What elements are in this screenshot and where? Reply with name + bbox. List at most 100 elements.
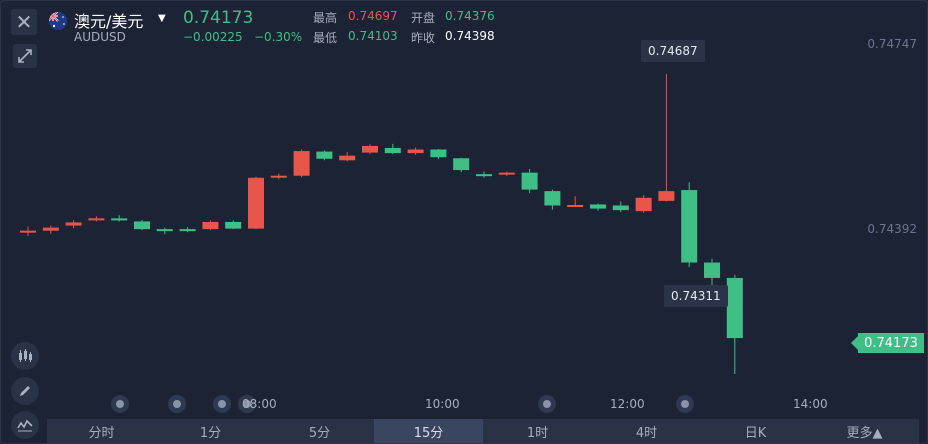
tab-timeshare[interactable]: 分时 — [88, 425, 115, 441]
candle-body — [726, 277, 743, 339]
event-marker[interactable] — [238, 395, 256, 413]
candle — [225, 220, 242, 230]
x-axis-label: 12:00 — [610, 397, 645, 411]
candle-body — [544, 191, 561, 206]
indicator-tool-icon[interactable] — [11, 411, 39, 439]
x-axis-label: 08:00 — [242, 397, 277, 411]
x-axis-label: 10:00 — [425, 397, 460, 411]
candle — [521, 169, 538, 194]
candle — [567, 196, 584, 208]
candle-body — [384, 147, 401, 154]
candle-body — [430, 149, 447, 158]
tab-5min[interactable]: 5分 — [308, 425, 331, 441]
y-axis-label-top: 0.74747 — [867, 37, 917, 51]
candle-body — [111, 218, 128, 221]
candle-body — [270, 175, 287, 178]
event-marker[interactable] — [168, 395, 186, 413]
candle — [202, 220, 219, 231]
candle-body — [293, 151, 310, 176]
candle — [590, 203, 606, 211]
candle — [681, 182, 698, 268]
tab-more[interactable]: 更多▲ — [846, 425, 883, 441]
candle — [476, 171, 492, 178]
event-marker[interactable] — [111, 395, 129, 413]
candle-body — [681, 190, 698, 263]
close-icon[interactable]: ✕ — [11, 9, 37, 35]
candle-body — [134, 221, 150, 230]
candle — [544, 189, 561, 210]
candle — [726, 274, 743, 374]
candle — [179, 227, 196, 233]
last-price: 0.74173 — [183, 8, 254, 28]
prev-close-label: 昨收 — [411, 31, 436, 45]
candle-body — [521, 172, 538, 190]
event-marker[interactable] — [538, 395, 556, 413]
candle — [111, 215, 128, 222]
candle — [88, 216, 105, 222]
candle-body — [658, 191, 675, 201]
candlestick-tool-icon[interactable] — [11, 342, 39, 370]
x-axis-label: 14:00 — [793, 397, 828, 411]
candle — [248, 176, 264, 230]
candle-body — [635, 197, 652, 212]
low-tooltip: 0.74311 — [664, 285, 728, 307]
candle-body — [225, 221, 242, 229]
candle-body — [453, 158, 470, 171]
candle-body — [407, 149, 424, 154]
candle — [658, 74, 675, 202]
high-tooltip: 0.74687 — [641, 40, 705, 62]
candle-body — [590, 204, 606, 209]
candle — [635, 195, 652, 213]
au-flag-icon — [49, 12, 67, 30]
candle-body — [567, 204, 584, 207]
candle — [384, 143, 401, 155]
candle — [20, 226, 36, 236]
candle-body — [362, 145, 378, 153]
candle-body — [156, 229, 173, 232]
candle-body — [476, 174, 492, 177]
tab-daily[interactable]: 日K — [744, 425, 767, 441]
caret-down-icon[interactable]: ▼ — [158, 13, 166, 24]
tab-4hour[interactable]: 4时 — [635, 425, 658, 441]
candle — [134, 219, 150, 231]
change-percent: −0.30% — [254, 30, 303, 44]
event-marker[interactable] — [676, 395, 694, 413]
tab-1min[interactable]: 1分 — [199, 425, 222, 441]
candle-body — [612, 205, 629, 211]
open-label: 开盘 — [411, 11, 436, 25]
change-absolute: −0.00225 — [183, 30, 243, 44]
timeframe-tabs: 分时 1分 5分 15分 1时 4时 日K 更多▲ — [47, 419, 919, 443]
candle-body — [179, 229, 196, 232]
candle — [65, 220, 82, 229]
candle-body — [42, 227, 59, 231]
open-value: 0.74376 — [445, 9, 495, 23]
event-marker[interactable] — [213, 395, 231, 413]
pair-name[interactable]: 澳元/美元 — [74, 12, 144, 31]
candle — [293, 149, 310, 178]
low-value: 0.74103 — [348, 29, 398, 43]
candle — [316, 150, 333, 161]
y-axis-label-mid: 0.74392 — [867, 222, 917, 236]
candle-body — [65, 222, 82, 226]
high-label: 最高 — [313, 11, 338, 25]
high-value: 0.74697 — [348, 9, 398, 23]
candle — [612, 201, 629, 213]
current-price-tag: 0.74173 — [851, 333, 924, 353]
tab-1hour[interactable]: 1时 — [526, 425, 549, 441]
candle — [498, 171, 515, 176]
prev-close-value: 0.74398 — [445, 29, 495, 43]
candle-body — [339, 155, 356, 161]
candle — [453, 157, 470, 173]
tab-15min[interactable]: 15分 — [374, 419, 483, 443]
candle — [42, 225, 59, 234]
expand-icon[interactable] — [13, 44, 37, 68]
candle-body — [704, 262, 720, 278]
candle-body — [498, 172, 515, 175]
candle-body — [20, 230, 36, 233]
candle — [362, 144, 378, 155]
candle — [430, 149, 447, 160]
pen-tool-icon[interactable] — [11, 377, 39, 405]
candle-body — [248, 177, 264, 229]
